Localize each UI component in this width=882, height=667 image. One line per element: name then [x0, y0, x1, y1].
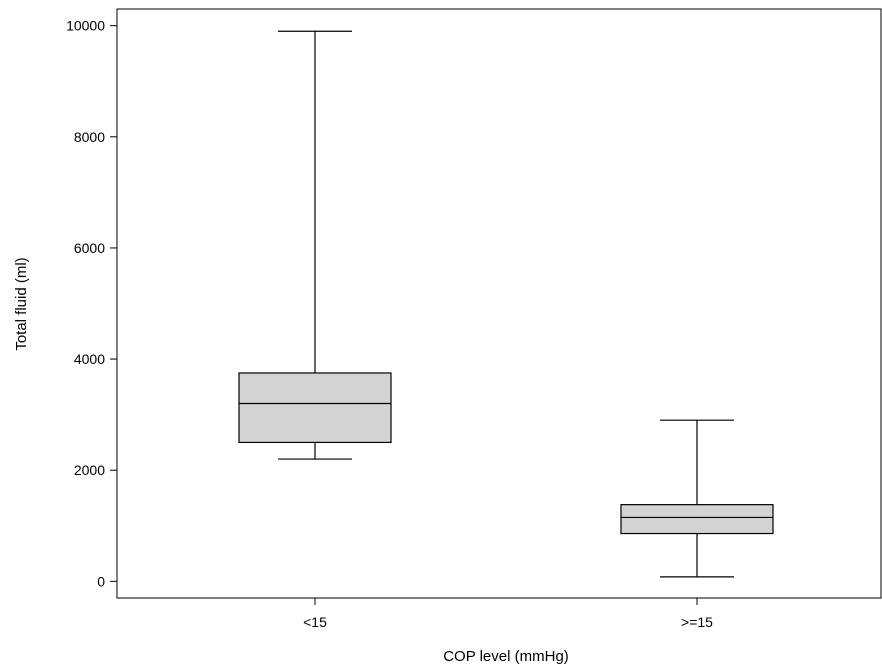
iqr-box: [238, 372, 392, 444]
y-tick-label: 4000: [74, 351, 105, 367]
x-axis-title: COP level (mmHg): [443, 648, 569, 665]
box-1: [238, 30, 392, 460]
y-tick-label: 10000: [66, 18, 105, 34]
x-tick-label: <15: [303, 614, 327, 630]
x-axis: <15 >=15: [303, 598, 713, 630]
y-axis-title: Total fluid (ml): [13, 257, 30, 350]
iqr-box: [620, 504, 774, 535]
box-2: [620, 419, 774, 578]
y-tick-label: 0: [97, 573, 105, 589]
y-tick-label: 2000: [74, 462, 105, 478]
y-tick-label: 8000: [74, 129, 105, 145]
y-axis: 0 2000 4000 6000 8000 10000: [66, 18, 117, 589]
y-tick-label: 6000: [74, 240, 105, 256]
plot-frame: [116, 8, 882, 599]
x-tick-label: >=15: [681, 614, 713, 630]
plot-area: [116, 8, 882, 599]
boxes: [238, 30, 774, 578]
